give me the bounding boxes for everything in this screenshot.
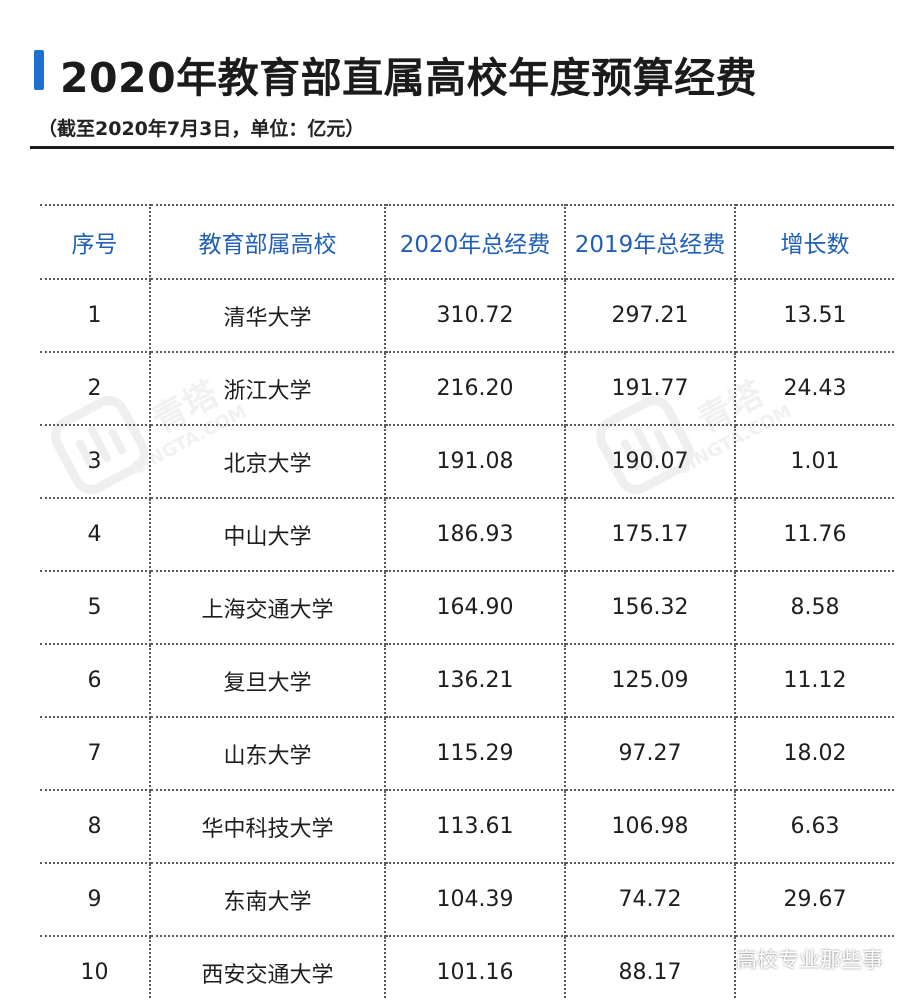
row-growth: 6.63 (734, 789, 894, 864)
row-2019-total: 156.32 (564, 570, 736, 645)
budget-table: 序号 教育部属高校 2020年总经费 2019年总经费 增长数 1 清华大学 310… (40, 204, 894, 1000)
row-index: 2 (40, 351, 151, 426)
row-university: 华中科技大学 (149, 789, 386, 864)
row-growth (734, 935, 894, 1000)
header-2019-total: 2019年总经费 (564, 204, 736, 280)
row-2019-total: 88.17 (564, 935, 736, 1000)
table-row: 9 东南大学 104.39 74.72 29.67 (40, 862, 894, 937)
row-university: 北京大学 (149, 424, 386, 499)
page-subtitle: （截至2020年7月3日，单位：亿元） (38, 118, 365, 140)
row-growth: 1.01 (734, 424, 894, 499)
row-growth: 13.51 (734, 278, 894, 353)
page-title: 2020年教育部直属高校年度预算经费 (60, 54, 758, 102)
row-2019-total: 97.27 (564, 716, 736, 791)
row-2020-total: 310.72 (384, 278, 566, 353)
table-row: 6 复旦大学 136.21 125.09 11.12 (40, 643, 894, 718)
row-2020-total: 101.16 (384, 935, 566, 1000)
row-2019-total: 74.72 (564, 862, 736, 937)
table-row: 1 清华大学 310.72 297.21 13.51 (40, 278, 894, 353)
row-2019-total: 175.17 (564, 497, 736, 572)
row-2020-total: 115.29 (384, 716, 566, 791)
row-index: 3 (40, 424, 151, 499)
row-growth: 24.43 (734, 351, 894, 426)
row-index: 4 (40, 497, 151, 572)
row-growth: 8.58 (734, 570, 894, 645)
row-2019-total: 125.09 (564, 643, 736, 718)
wechat-watermark: 高校专业那些事 (696, 944, 883, 974)
row-index: 8 (40, 789, 151, 864)
table-row: 8 华中科技大学 113.61 106.98 6.63 (40, 789, 894, 864)
wechat-icon (697, 947, 727, 970)
row-2020-total: 164.90 (384, 570, 566, 645)
header-index: 序号 (40, 204, 151, 280)
row-2020-total: 191.08 (384, 424, 566, 499)
header-2020-total: 2020年总经费 (384, 204, 566, 280)
row-growth: 11.76 (734, 497, 894, 572)
table-row: 2 浙江大学 216.20 191.77 24.43 (40, 351, 894, 426)
table-row: 5 上海交通大学 164.90 156.32 8.58 (40, 570, 894, 645)
table-row: 3 北京大学 191.08 190.07 1.01 (40, 424, 894, 499)
header-growth: 增长数 (734, 204, 894, 280)
row-index: 5 (40, 570, 151, 645)
table-header-row: 序号 教育部属高校 2020年总经费 2019年总经费 增长数 (40, 204, 894, 280)
row-2019-total: 190.07 (564, 424, 736, 499)
row-2020-total: 186.93 (384, 497, 566, 572)
row-university: 山东大学 (149, 716, 386, 791)
title-accent-bar (34, 50, 44, 90)
row-index: 9 (40, 862, 151, 937)
row-2019-total: 297.21 (564, 278, 736, 353)
header-university: 教育部属高校 (149, 204, 386, 280)
row-index: 10 (40, 935, 151, 1000)
row-university: 上海交通大学 (149, 570, 386, 645)
row-2020-total: 216.20 (384, 351, 566, 426)
row-university: 东南大学 (149, 862, 386, 937)
table-row: 10 西安交通大学 101.16 88.17 (40, 935, 894, 1000)
title-rule (30, 146, 894, 149)
row-university: 浙江大学 (149, 351, 386, 426)
row-index: 7 (40, 716, 151, 791)
wechat-account-name: 高校专业那些事 (736, 948, 883, 972)
row-university: 中山大学 (149, 497, 386, 572)
row-2020-total: 113.61 (384, 789, 566, 864)
row-growth: 18.02 (734, 716, 894, 791)
row-2020-total: 136.21 (384, 643, 566, 718)
row-2020-total: 104.39 (384, 862, 566, 937)
row-index: 6 (40, 643, 151, 718)
row-university: 西安交通大学 (149, 935, 386, 1000)
row-2019-total: 106.98 (564, 789, 736, 864)
row-university: 清华大学 (149, 278, 386, 353)
table-row: 7 山东大学 115.29 97.27 18.02 (40, 716, 894, 791)
row-index: 1 (40, 278, 151, 353)
table-row: 4 中山大学 186.93 175.17 11.76 (40, 497, 894, 572)
row-growth: 11.12 (734, 643, 894, 718)
row-university: 复旦大学 (149, 643, 386, 718)
row-growth: 29.67 (734, 862, 894, 937)
row-2019-total: 191.77 (564, 351, 736, 426)
